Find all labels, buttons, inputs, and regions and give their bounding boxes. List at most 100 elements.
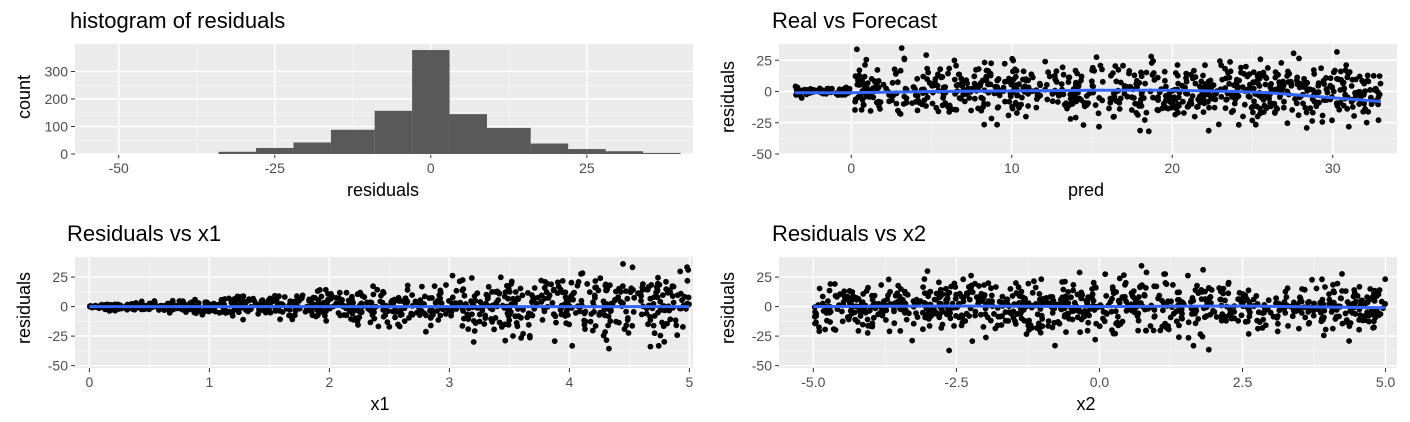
scatter-point bbox=[385, 308, 392, 314]
scatter-point bbox=[1182, 84, 1188, 91]
scatter-point bbox=[1174, 297, 1181, 303]
scatter-point bbox=[1241, 71, 1248, 77]
scatter-point bbox=[1294, 81, 1301, 87]
scatter-point bbox=[1103, 293, 1110, 299]
scatter-point bbox=[903, 307, 909, 314]
scatter-point bbox=[514, 323, 521, 330]
scatter-point bbox=[1371, 289, 1378, 295]
scatter-points bbox=[811, 262, 1389, 354]
scatter-point bbox=[1070, 282, 1077, 288]
scatter-point bbox=[1025, 300, 1032, 306]
scatter-point bbox=[651, 294, 658, 300]
y-tick-label: 25 bbox=[756, 52, 772, 68]
scatter-point bbox=[465, 326, 472, 332]
histogram-bar bbox=[330, 129, 375, 154]
scatter-point bbox=[601, 307, 608, 313]
scatter-point bbox=[858, 106, 865, 113]
scatter-point bbox=[485, 283, 492, 290]
y-tick-label: -50 bbox=[48, 358, 68, 374]
x-tick-label: 20 bbox=[1164, 160, 1180, 176]
scatter-point bbox=[1327, 75, 1334, 82]
scatter-point bbox=[971, 73, 978, 80]
scatter-point bbox=[621, 326, 628, 332]
scatter-point bbox=[1235, 84, 1242, 91]
scatter-point bbox=[538, 277, 545, 284]
scatter-point bbox=[847, 308, 854, 314]
scatter-point bbox=[1231, 308, 1238, 315]
scatter-point bbox=[869, 296, 876, 303]
scatter-point bbox=[615, 294, 622, 300]
scatter-point bbox=[937, 311, 943, 317]
scatter-point bbox=[1375, 101, 1381, 108]
scatter-point bbox=[924, 268, 931, 274]
scatter-point bbox=[1236, 289, 1243, 296]
x-tick-label: -5.0 bbox=[801, 374, 825, 390]
scatter-point bbox=[661, 338, 668, 345]
scatter-point bbox=[660, 292, 666, 298]
scatter-point bbox=[834, 294, 840, 300]
scatter-point bbox=[1352, 298, 1359, 305]
scatter-point bbox=[1200, 91, 1206, 97]
scatter-point bbox=[645, 321, 651, 328]
scatter-point bbox=[1302, 314, 1309, 321]
scatter-point bbox=[1009, 105, 1016, 112]
scatter-point bbox=[375, 323, 382, 330]
scatter-point bbox=[856, 72, 862, 79]
scatter-point bbox=[855, 328, 862, 334]
x-tick-label: -2.5 bbox=[944, 374, 968, 390]
scatter-point bbox=[1160, 307, 1166, 314]
scatter-point bbox=[1023, 331, 1030, 337]
scatter-point bbox=[1128, 94, 1135, 101]
scatter-point bbox=[1330, 288, 1337, 294]
scatter-point bbox=[824, 317, 830, 324]
scatter-point bbox=[1235, 121, 1242, 128]
scatter-point bbox=[1241, 298, 1247, 304]
scatter-point bbox=[1053, 68, 1060, 75]
scatter-point bbox=[1192, 287, 1199, 293]
scatter-point bbox=[994, 121, 1000, 128]
scatter-point bbox=[1116, 106, 1123, 112]
scatter-point bbox=[1163, 105, 1169, 111]
scatter-point bbox=[1002, 317, 1009, 324]
scatter-point bbox=[1165, 323, 1171, 329]
scatter-point bbox=[1034, 325, 1040, 331]
scatter-point bbox=[496, 319, 503, 326]
scatter-point bbox=[855, 77, 861, 83]
scatter-point bbox=[1318, 65, 1324, 72]
scatter-point bbox=[1192, 80, 1199, 87]
scatter-point bbox=[1163, 83, 1169, 90]
scatter-point bbox=[1244, 318, 1251, 325]
scatter-point bbox=[1012, 321, 1019, 327]
scatter-point bbox=[820, 308, 827, 314]
scatter-point bbox=[1352, 311, 1359, 317]
scatter-point bbox=[1078, 97, 1084, 103]
scatter-point bbox=[946, 65, 953, 72]
scatter-point bbox=[367, 319, 374, 326]
scatter-point bbox=[978, 94, 985, 101]
scatter-point bbox=[1088, 78, 1095, 85]
scatter-point bbox=[343, 289, 350, 296]
scatter-point bbox=[591, 292, 598, 299]
scatter-point bbox=[492, 315, 499, 321]
scatter-point bbox=[1267, 99, 1274, 106]
scatter-point bbox=[638, 297, 644, 304]
scatter-point bbox=[1202, 62, 1208, 69]
scatter-point bbox=[945, 70, 951, 77]
scatter-point bbox=[659, 319, 665, 326]
histogram-bar bbox=[374, 110, 413, 154]
scatter-point bbox=[1200, 266, 1206, 273]
scatter-point bbox=[1083, 93, 1090, 99]
scatter-point bbox=[1060, 71, 1067, 78]
scatter-point bbox=[1300, 100, 1306, 107]
scatter-point bbox=[1092, 102, 1099, 108]
scatter-point bbox=[1142, 80, 1148, 87]
scatter-point bbox=[551, 338, 558, 344]
scatter-point bbox=[1173, 105, 1180, 112]
scatter-point bbox=[1045, 323, 1052, 329]
scatter-point bbox=[989, 298, 995, 305]
scatter-point bbox=[1245, 331, 1252, 337]
scatter-point bbox=[1090, 298, 1097, 304]
scatter-point bbox=[1256, 75, 1263, 82]
scatter-point bbox=[1356, 326, 1362, 333]
scatter-point bbox=[240, 316, 247, 323]
